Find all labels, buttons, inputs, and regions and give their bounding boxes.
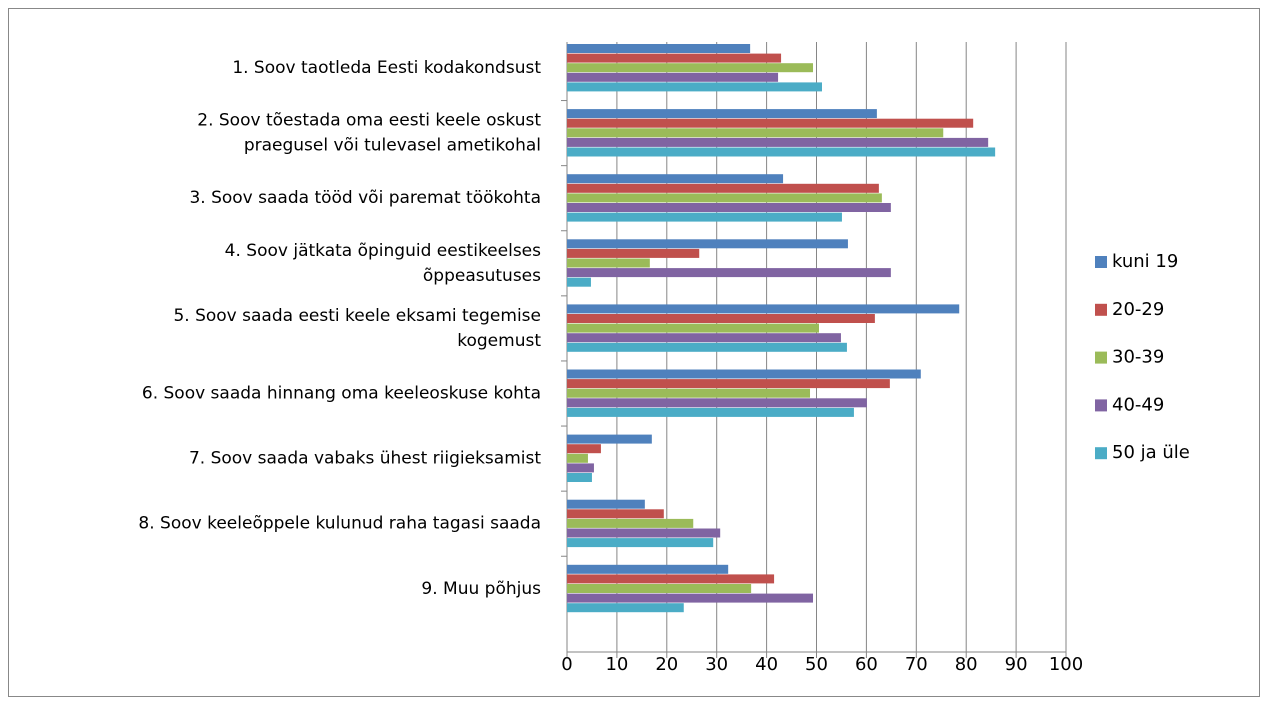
bar	[567, 473, 592, 482]
x-tick-label: 20	[655, 654, 678, 675]
x-tick-label: 90	[1005, 654, 1028, 675]
category-label: 1. Soov taotleda Eesti kodakondsust	[232, 58, 541, 78]
bar	[567, 174, 784, 184]
bar	[567, 248, 700, 258]
bar	[567, 128, 944, 138]
bar	[567, 434, 652, 444]
category-label: 2. Soov tõestada oma eesti keele oskust p…	[197, 111, 541, 156]
bar	[567, 528, 721, 538]
bar	[567, 342, 847, 352]
bar	[567, 63, 814, 73]
category-label: 4. Soov jätkata õpinguid eestikeelses õpp…	[225, 241, 541, 286]
bar	[567, 239, 848, 249]
bar	[567, 258, 650, 268]
bar	[567, 193, 882, 203]
legend-swatch	[1095, 447, 1107, 460]
legend-label: 40-49	[1112, 394, 1164, 415]
bar	[567, 407, 854, 417]
bar	[567, 277, 591, 287]
legend-label: kuni 19	[1112, 251, 1178, 272]
bar	[567, 212, 842, 222]
bar	[567, 183, 879, 193]
x-tick-label: 50	[805, 654, 828, 675]
bar	[567, 72, 779, 82]
x-tick-label: 30	[705, 654, 728, 675]
bar	[567, 109, 877, 119]
bar	[567, 369, 921, 379]
bar	[567, 518, 694, 528]
bar	[567, 463, 594, 473]
category-label: 7. Soov saada vabaks ühest riigieksamist	[189, 449, 541, 469]
category-label: 8. Soov keeleõppele kulunud raha tagasi …	[138, 514, 541, 534]
legend-swatch	[1095, 399, 1107, 412]
bar	[567, 603, 684, 613]
bar	[567, 499, 645, 509]
bar	[567, 53, 782, 63]
bar	[567, 398, 867, 408]
bar	[567, 593, 814, 603]
bar	[567, 453, 588, 463]
bar	[567, 304, 960, 314]
bar	[567, 379, 890, 389]
category-label: 5. Soov saada eesti keele eksami tegemis…	[173, 306, 541, 351]
category-label: 6. Soov saada hinnang oma keeleoskuse ko…	[142, 384, 541, 404]
bar	[567, 314, 875, 323]
bar	[567, 137, 989, 147]
bar	[567, 509, 664, 519]
x-tick-label: 80	[955, 654, 978, 675]
x-tick-label: 70	[905, 654, 928, 675]
bar	[567, 147, 996, 157]
x-tick-label: 60	[855, 654, 878, 675]
bar	[567, 323, 819, 333]
legend-label: 50 ja üle	[1112, 442, 1190, 463]
bar	[567, 118, 974, 128]
bar	[567, 444, 601, 454]
bar	[567, 333, 841, 343]
x-tick-label: 40	[755, 654, 778, 675]
legend-swatch	[1095, 256, 1107, 268]
legend-label: 30-39	[1112, 347, 1164, 368]
x-tick-label: 100	[1049, 654, 1083, 675]
bar	[567, 584, 752, 593]
x-tick-label: 10	[605, 654, 628, 675]
bar	[567, 574, 775, 584]
bar	[567, 268, 891, 278]
legend-label: 20-29	[1112, 299, 1164, 320]
bar	[567, 388, 811, 398]
bar	[567, 203, 891, 212]
category-label: 3. Soov saada tööd või paremat töökohta	[189, 188, 541, 208]
legend-swatch	[1095, 303, 1107, 316]
bar	[567, 44, 751, 53]
category-label: 9. Muu põhjus	[421, 579, 541, 599]
x-tick-label: 0	[561, 654, 572, 675]
bar	[567, 82, 822, 92]
legend-swatch	[1095, 351, 1107, 364]
bar	[567, 538, 714, 548]
bar	[567, 564, 729, 574]
